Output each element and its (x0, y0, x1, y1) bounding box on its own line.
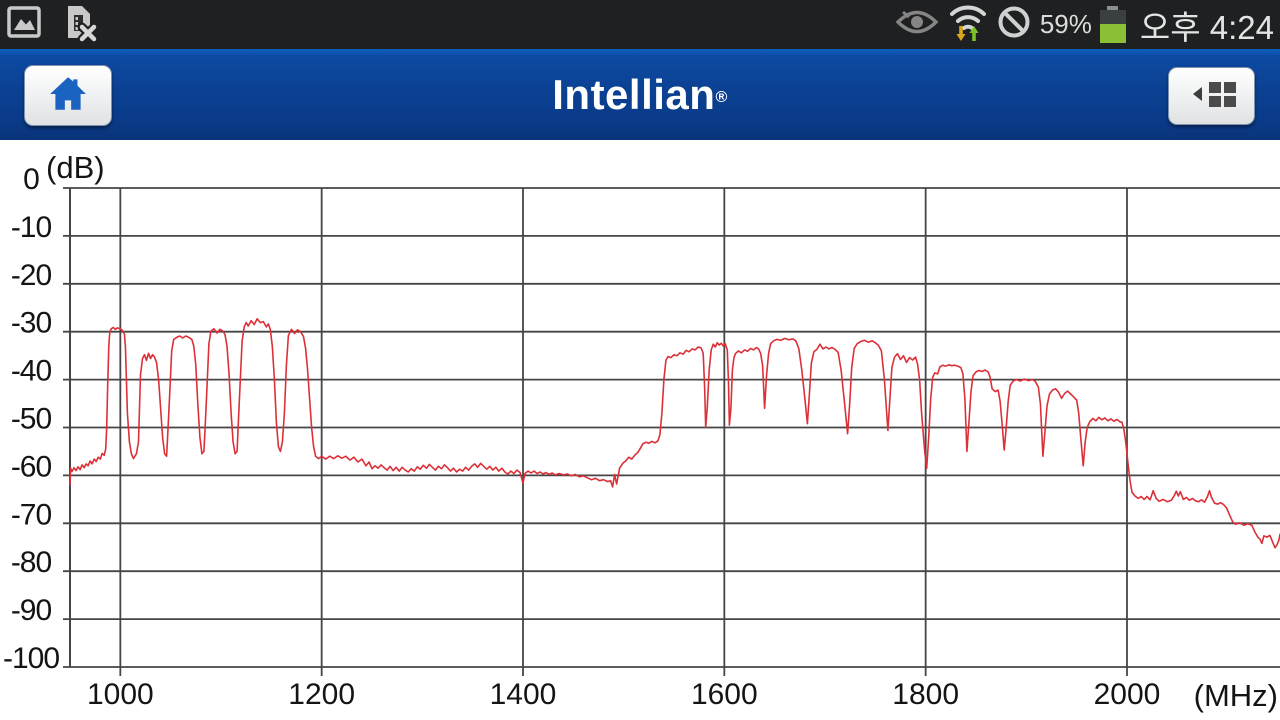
clock: 오후 4:24 (1139, 8, 1274, 46)
x-tick-label: 1800 (892, 678, 959, 711)
menu-button[interactable] (1168, 67, 1255, 125)
status-bar-left (6, 2, 99, 47)
status-bar: 59% 오후 4:24 (0, 0, 1280, 49)
x-axis-unit-label: (MHz) (1194, 678, 1278, 713)
x-tick-label: 2000 (1094, 678, 1161, 711)
app-title-text: Intellian (552, 70, 716, 118)
grid-menu-icon (1187, 76, 1237, 117)
wifi-up-arrow (969, 26, 979, 41)
y-tick-label: -80 (11, 546, 52, 579)
chart-svg: 0 -10 -20 -30 -40 -50 -60 -70 -80 -90 -100 1000 1200… (3, 150, 1280, 713)
app-header: Intellian ® (0, 49, 1280, 140)
y-tick-label: 0 (23, 163, 39, 196)
registered-mark: ® (715, 88, 728, 106)
no-signal-icon (996, 4, 1032, 45)
status-bar-right: 59% 오후 4:24 (894, 1, 1274, 49)
battery-icon (1099, 6, 1126, 43)
y-tick-label: -100 (3, 642, 59, 675)
wifi-down-arrow (956, 26, 966, 41)
y-tick-label: -50 (11, 403, 52, 436)
y-tick-label: -30 (11, 307, 52, 340)
app-title: Intellian ® (0, 49, 1280, 140)
smart-stay-eye-icon (894, 7, 940, 42)
battery-body (1099, 10, 1126, 43)
spectrum-chart: 0 -10 -20 -30 -40 -50 -60 -70 -80 -90 -100 1000 1200… (0, 140, 1280, 720)
battery-nub (1107, 6, 1119, 10)
y-axis-unit-label: (dB) (46, 150, 105, 185)
y-tick-label: -90 (11, 594, 52, 627)
back-triangle-icon (1192, 86, 1202, 101)
x-tick-label: 1400 (490, 678, 557, 711)
wifi-traffic-icon (948, 2, 988, 47)
no-sim-icon (58, 2, 99, 47)
y-tick-label: -10 (11, 211, 52, 244)
home-icon (47, 74, 89, 117)
battery-percent: 59% (1039, 9, 1092, 39)
x-tick-label: 1200 (288, 678, 355, 711)
home-button[interactable] (24, 65, 112, 126)
y-tick-label: -40 (11, 355, 52, 388)
spectrum-trace (69, 318, 1280, 549)
x-tick-label: 1000 (87, 678, 154, 711)
y-tick-label: -60 (11, 450, 52, 483)
gallery-icon (6, 4, 42, 45)
battery-fill (1099, 23, 1126, 43)
x-tick-label: 1600 (691, 678, 758, 711)
y-tick-label: -70 (11, 498, 52, 531)
y-tick-label: -20 (11, 259, 52, 292)
